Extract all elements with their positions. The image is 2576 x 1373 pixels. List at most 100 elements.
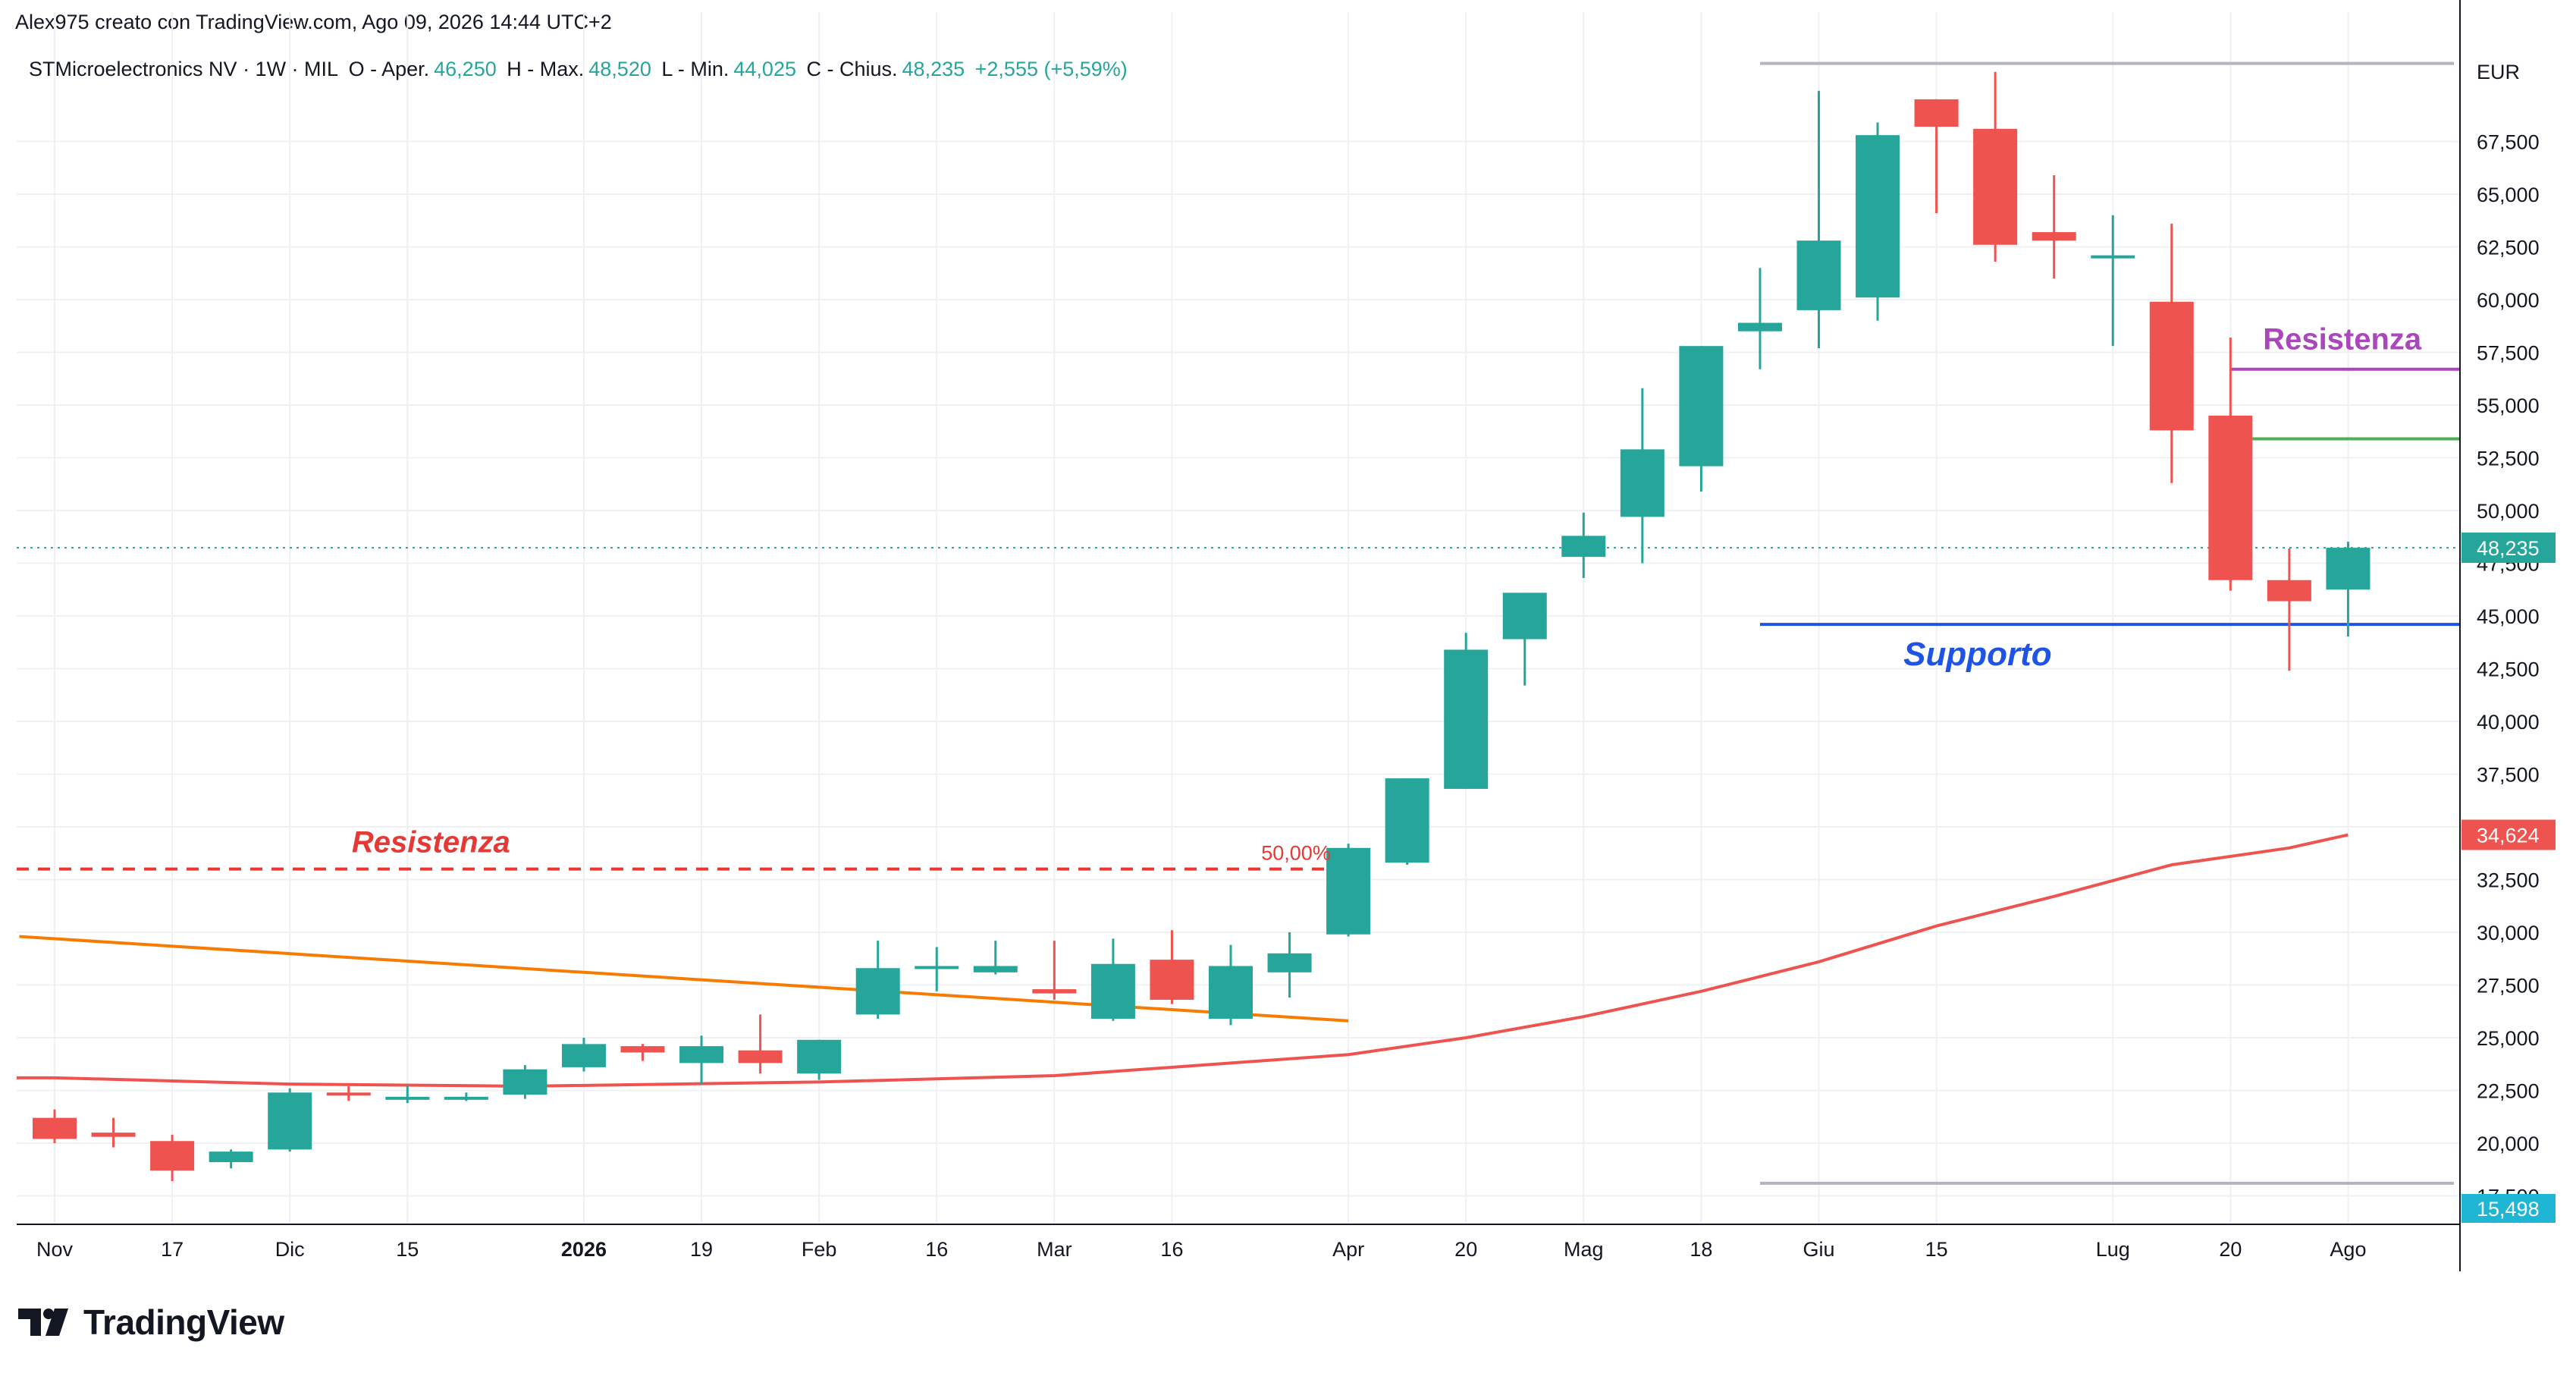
candle (1856, 122, 1900, 321)
price-tick-label: 60,000 (2477, 289, 2540, 312)
time-tick-label: Lug (2096, 1238, 2130, 1261)
tradingview-logo-text: TradingView (83, 1302, 284, 1342)
candle-body (1914, 99, 1959, 127)
candle (91, 1117, 136, 1148)
axes: EUR17,50020,00022,50025,00027,50030,0003… (17, 0, 2556, 1271)
resistance-top-label: Resistenza (2263, 323, 2422, 357)
candle-body (1679, 346, 1724, 467)
candle-body (1267, 953, 1312, 972)
candle (1737, 268, 1782, 369)
candle-body (1561, 536, 1606, 558)
ma-value-tag: 34,624 (2461, 819, 2556, 850)
candle-body (385, 1096, 430, 1100)
candles (33, 71, 2370, 1182)
candle (2032, 174, 2076, 279)
currency-label: EUR (2477, 61, 2520, 83)
candle (1326, 844, 1371, 937)
time-tick-label: 17 (161, 1238, 184, 1261)
date-price-range (1759, 61, 2454, 1185)
candle-body (620, 1046, 665, 1053)
candle-body (1973, 128, 2018, 245)
candle (1561, 512, 1606, 578)
candle (1150, 930, 1194, 1004)
last-price-tag-bg (2461, 533, 2556, 564)
time-tick-label: Giu (1803, 1238, 1834, 1261)
candle (2326, 542, 2370, 637)
price-tick-label: 42,500 (2477, 658, 2540, 681)
legend-low-value: 44,025 (733, 58, 796, 80)
candle (1032, 941, 1077, 1000)
candle-body (33, 1117, 77, 1139)
candle-body (1737, 322, 1782, 331)
legend-low-label: L - Min. (661, 58, 730, 80)
price-tick-label: 40,000 (2477, 711, 2540, 734)
candle-body (268, 1092, 312, 1150)
trend-lines[interactable] (17, 367, 2460, 1023)
time-tick-label: Mag (1564, 1238, 1604, 1261)
candle (1973, 71, 2018, 262)
candle-body (1150, 960, 1194, 1000)
candle-body (1032, 989, 1077, 994)
candle-body (1502, 592, 1547, 639)
candle (444, 1092, 488, 1101)
descending-trendline (19, 935, 1349, 1023)
last-price-tag-text: 48,235 (2477, 537, 2540, 560)
candle-body (1856, 135, 1900, 298)
resistance-bottom-label: Resistenza (352, 826, 510, 859)
candle (738, 1014, 783, 1074)
candle (620, 1044, 665, 1061)
legend-change: +2,555 (+5,59%) (974, 58, 1128, 80)
time-tick-label: 20 (1454, 1238, 1477, 1261)
candle (915, 947, 959, 991)
time-tick-label: 18 (1690, 1238, 1712, 1261)
candle (385, 1086, 430, 1104)
candle-body (503, 1069, 548, 1095)
candle (326, 1086, 371, 1101)
legend-close-label: C - Chius. (806, 58, 898, 80)
candle-body (326, 1092, 371, 1096)
candle-body (91, 1133, 136, 1137)
price-tick-label: 45,000 (2477, 605, 2540, 628)
candle (503, 1065, 548, 1099)
candle-body (2267, 580, 2311, 602)
tradingview-logo-icon (18, 1309, 68, 1336)
annotations: Resistenza Supporto Resistenza 50,00% (352, 323, 2422, 865)
candle-body (1209, 966, 1253, 1019)
time-tick-label: 16 (925, 1238, 948, 1261)
candle (1502, 592, 1547, 686)
candle-body (1326, 847, 1371, 935)
candle (2208, 338, 2253, 591)
legend-high-value: 48,520 (588, 58, 651, 80)
price-tick-label: 37,500 (2477, 764, 2540, 787)
candle (1209, 944, 1253, 1026)
price-tick-label: 20,000 (2477, 1133, 2540, 1155)
ma-value-tag-bg (2461, 819, 2556, 850)
moving-average (17, 833, 2349, 1088)
candle-body (2208, 415, 2253, 580)
chart-credit: Alex975 creato con TradingView.com, Ago … (15, 11, 612, 33)
candle (2267, 548, 2311, 671)
tradingview-logo[interactable]: TradingView (18, 1302, 284, 1343)
candle-body (444, 1096, 488, 1100)
candle (1914, 99, 1959, 214)
time-tick-label: 15 (396, 1238, 419, 1261)
resistance-pct-label: 50,00% (1261, 842, 1331, 865)
time-tick-label: Apr (1332, 1238, 1364, 1261)
time-tick-label: 20 (2219, 1238, 2242, 1261)
candle (150, 1134, 195, 1182)
grid-lines (17, 12, 2460, 1224)
range-low-tag-bg (2461, 1194, 2556, 1223)
candle-body (1444, 649, 1489, 789)
candle (797, 1039, 842, 1080)
time-tick-label: Nov (36, 1238, 74, 1261)
candle-body (973, 966, 1018, 972)
candle-body (561, 1044, 606, 1067)
range-low-tag-text: 15,498 (2477, 1198, 2540, 1221)
price-tick-label: 27,500 (2477, 975, 2540, 998)
time-tick-label: Ago (2330, 1238, 2366, 1261)
candle-body (679, 1046, 724, 1064)
price-tick-label: 52,500 (2477, 448, 2540, 470)
time-tick-label: 2026 (561, 1238, 607, 1261)
candle (33, 1109, 77, 1143)
